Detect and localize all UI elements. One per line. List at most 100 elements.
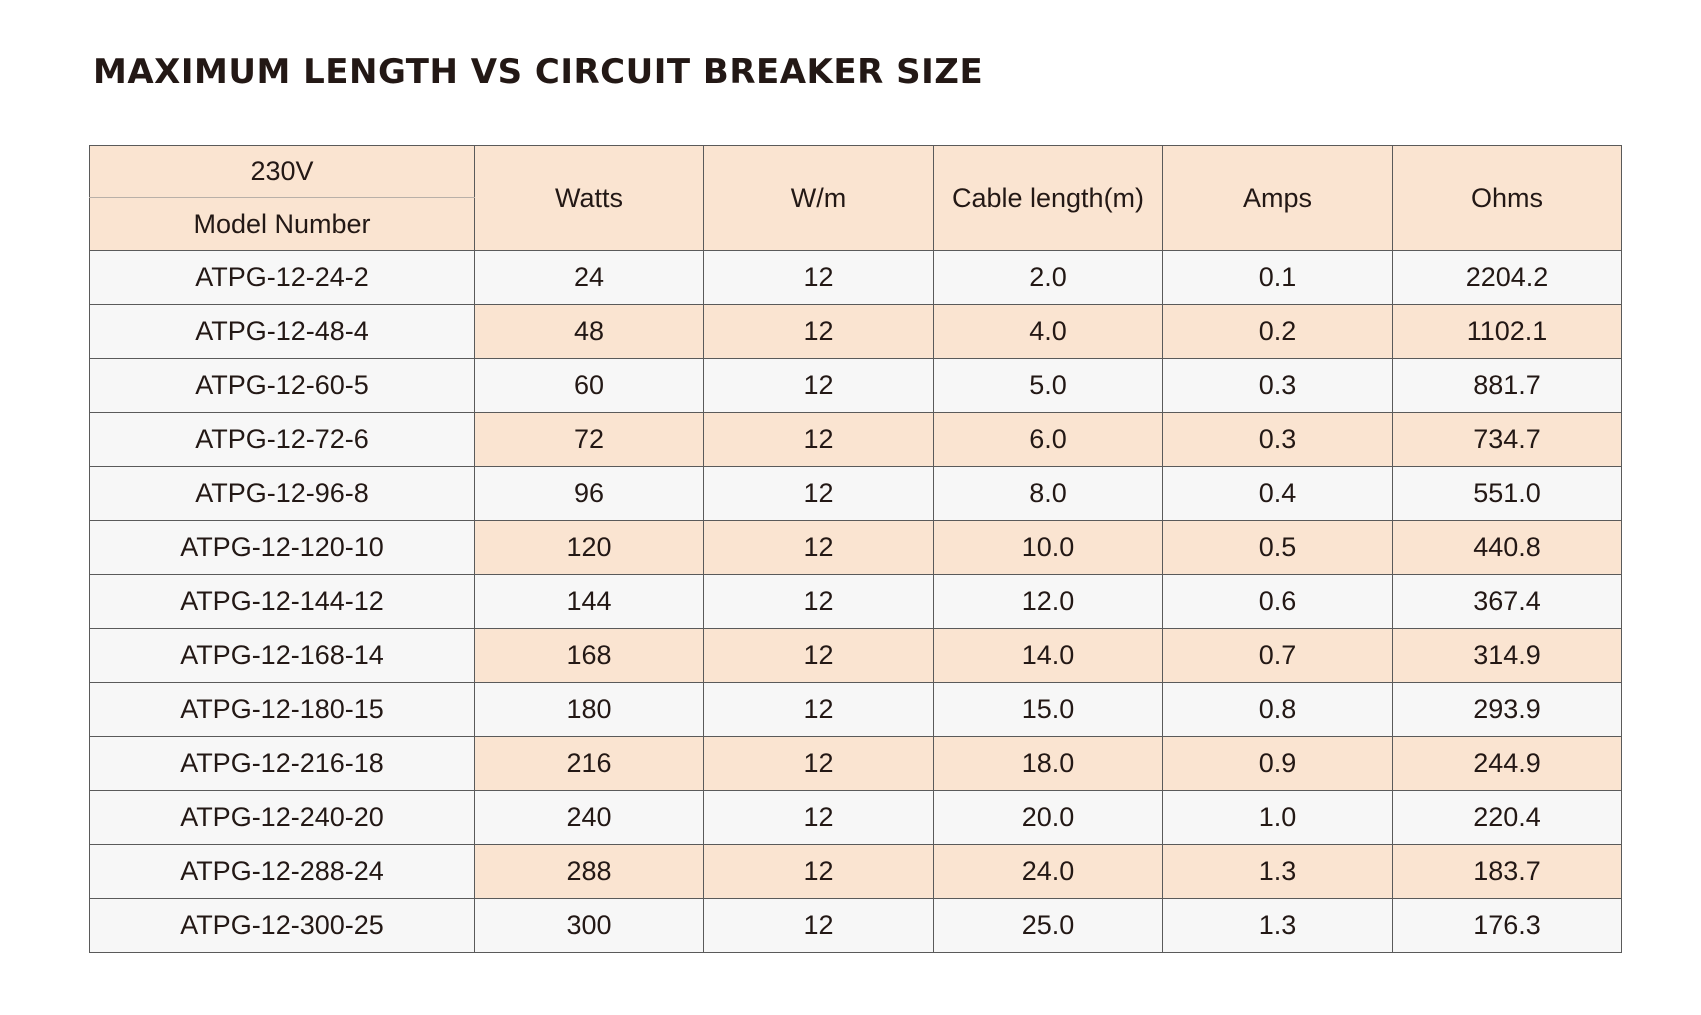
wpm-cell: 12 <box>703 250 934 305</box>
model-cell: ATPG-12-60-5 <box>89 358 475 413</box>
table-row: ATPG-12-288-24 288 12 24.0 1.3 183.7 <box>89 844 1622 899</box>
amps-cell: 0.1 <box>1162 250 1393 305</box>
model-cell: ATPG-12-144-12 <box>89 574 475 629</box>
wpm-cell: 12 <box>703 736 934 791</box>
amps-cell: 0.4 <box>1162 466 1393 521</box>
amps-cell: 0.8 <box>1162 682 1393 737</box>
cable-length-cell: 5.0 <box>933 358 1163 413</box>
wpm-cell: 12 <box>703 844 934 899</box>
model-cell: ATPG-12-96-8 <box>89 466 475 521</box>
amps-cell: 0.3 <box>1162 412 1393 467</box>
model-cell: ATPG-12-48-4 <box>89 304 475 359</box>
ohms-cell: 734.7 <box>1392 412 1622 467</box>
cable-length-cell: 14.0 <box>933 628 1163 683</box>
watts-cell: 24 <box>474 250 704 305</box>
wpm-cell: 12 <box>703 304 934 359</box>
watts-cell: 216 <box>474 736 704 791</box>
ohms-cell: 367.4 <box>1392 574 1622 629</box>
cable-length-cell: 2.0 <box>933 250 1163 305</box>
table-row: ATPG-12-240-20 240 12 20.0 1.0 220.4 <box>89 790 1622 845</box>
watts-cell: 300 <box>474 898 704 953</box>
watts-cell: 60 <box>474 358 704 413</box>
cable-length-cell: 15.0 <box>933 682 1163 737</box>
wpm-cell: 12 <box>703 466 934 521</box>
amps-cell: 0.9 <box>1162 736 1393 791</box>
ohms-cell: 220.4 <box>1392 790 1622 845</box>
watts-cell: 96 <box>474 466 704 521</box>
ohms-cell: 881.7 <box>1392 358 1622 413</box>
cable-length-cell: 10.0 <box>933 520 1163 575</box>
model-cell: ATPG-12-300-25 <box>89 898 475 953</box>
table-row: ATPG-12-300-25 300 12 25.0 1.3 176.3 <box>89 898 1622 953</box>
model-cell: ATPG-12-180-15 <box>89 682 475 737</box>
amps-cell: 1.3 <box>1162 898 1393 953</box>
wpm-header: W/m <box>703 145 934 251</box>
watts-cell: 180 <box>474 682 704 737</box>
watts-header: Watts <box>474 145 704 251</box>
model-cell: ATPG-12-120-10 <box>89 520 475 575</box>
watts-cell: 144 <box>474 574 704 629</box>
wpm-cell: 12 <box>703 790 934 845</box>
amps-cell: 0.7 <box>1162 628 1393 683</box>
watts-cell: 48 <box>474 304 704 359</box>
ohms-cell: 244.9 <box>1392 736 1622 791</box>
ohms-cell: 176.3 <box>1392 898 1622 953</box>
model-cell: ATPG-12-24-2 <box>89 250 475 305</box>
amps-cell: 0.5 <box>1162 520 1393 575</box>
table-row: ATPG-12-96-8 96 12 8.0 0.4 551.0 <box>89 466 1622 521</box>
ohms-cell: 440.8 <box>1392 520 1622 575</box>
ohms-cell: 183.7 <box>1392 844 1622 899</box>
table-row: ATPG-12-48-4 48 12 4.0 0.2 1102.1 <box>89 304 1622 359</box>
table-row: ATPG-12-24-2 24 12 2.0 0.1 2204.2 <box>89 250 1622 305</box>
amps-cell: 0.2 <box>1162 304 1393 359</box>
watts-cell: 240 <box>474 790 704 845</box>
table-row: ATPG-12-180-15 180 12 15.0 0.8 293.9 <box>89 682 1622 737</box>
ohms-cell: 314.9 <box>1392 628 1622 683</box>
watts-cell: 288 <box>474 844 704 899</box>
watts-cell: 72 <box>474 412 704 467</box>
cable-length-cell: 12.0 <box>933 574 1163 629</box>
wpm-cell: 12 <box>703 898 934 953</box>
cable-length-cell: 4.0 <box>933 304 1163 359</box>
model-cell: ATPG-12-288-24 <box>89 844 475 899</box>
cable-length-cell: 25.0 <box>933 898 1163 953</box>
cable-length-cell: 20.0 <box>933 790 1163 845</box>
table-row: ATPG-12-72-6 72 12 6.0 0.3 734.7 <box>89 412 1622 467</box>
table-row: ATPG-12-144-12 144 12 12.0 0.6 367.4 <box>89 574 1622 629</box>
table-header: 230V Watts W/m Cable length(m) Amps Ohms… <box>89 145 1622 251</box>
wpm-cell: 12 <box>703 358 934 413</box>
cable-length-cell: 18.0 <box>933 736 1163 791</box>
amps-cell: 1.3 <box>1162 844 1393 899</box>
watts-cell: 168 <box>474 628 704 683</box>
page-title: MAXIMUM LENGTH VS CIRCUIT BREAKER SIZE <box>93 52 984 92</box>
amps-cell: 0.6 <box>1162 574 1393 629</box>
wpm-cell: 12 <box>703 520 934 575</box>
model-cell: ATPG-12-240-20 <box>89 790 475 845</box>
cable-length-cell: 6.0 <box>933 412 1163 467</box>
table-row: ATPG-12-120-10 120 12 10.0 0.5 440.8 <box>89 520 1622 575</box>
ohms-cell: 551.0 <box>1392 466 1622 521</box>
cable-length-header: Cable length(m) <box>933 145 1163 251</box>
model-cell: ATPG-12-216-18 <box>89 736 475 791</box>
amps-cell: 0.3 <box>1162 358 1393 413</box>
amps-header: Amps <box>1162 145 1393 251</box>
ohms-cell: 293.9 <box>1392 682 1622 737</box>
ohms-cell: 2204.2 <box>1392 250 1622 305</box>
wpm-cell: 12 <box>703 412 934 467</box>
spec-table: 230V Watts W/m Cable length(m) Amps Ohms… <box>89 145 1622 953</box>
table-body: ATPG-12-24-2 24 12 2.0 0.1 2204.2 ATPG-12-48-4… <box>89 250 1622 953</box>
wpm-cell: 12 <box>703 628 934 683</box>
ohms-cell: 1102.1 <box>1392 304 1622 359</box>
table-row: ATPG-12-60-5 60 12 5.0 0.3 881.7 <box>89 358 1622 413</box>
model-number-header: Model Number <box>89 197 475 251</box>
table-row: ATPG-12-168-14 168 12 14.0 0.7 314.9 <box>89 628 1622 683</box>
wpm-cell: 12 <box>703 574 934 629</box>
model-cell: ATPG-12-72-6 <box>89 412 475 467</box>
watts-cell: 120 <box>474 520 704 575</box>
ohms-header: Ohms <box>1392 145 1622 251</box>
model-cell: ATPG-12-168-14 <box>89 628 475 683</box>
cable-length-cell: 8.0 <box>933 466 1163 521</box>
amps-cell: 1.0 <box>1162 790 1393 845</box>
table-row: ATPG-12-216-18 216 12 18.0 0.9 244.9 <box>89 736 1622 791</box>
cable-length-cell: 24.0 <box>933 844 1163 899</box>
